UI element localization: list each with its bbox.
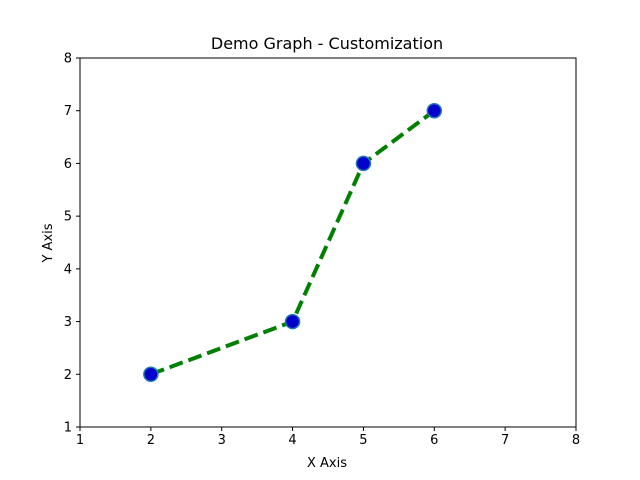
y-tick-label: 4 <box>64 262 72 277</box>
x-tick-label: 2 <box>147 433 155 448</box>
y-tick-label: 1 <box>64 421 72 436</box>
y-tick-label: 5 <box>64 210 72 225</box>
x-tick-label: 1 <box>76 433 84 448</box>
x-tick-label: 4 <box>288 433 296 448</box>
x-tick-label: 5 <box>359 433 367 448</box>
x-tick-label: 8 <box>572 433 580 448</box>
x-tick-label: 7 <box>501 433 509 448</box>
y-tick-label: 2 <box>64 368 72 383</box>
chart-title: Demo Graph - Customization <box>211 34 443 53</box>
series-line <box>150 109 436 377</box>
data-point-marker <box>355 155 372 172</box>
data-point-marker <box>284 313 301 330</box>
y-tick-label: 7 <box>64 104 72 119</box>
y-tick-label: 3 <box>64 315 72 330</box>
x-axis-label: X Axis <box>307 456 347 471</box>
y-tick-label: 6 <box>64 157 72 172</box>
data-point-marker <box>426 102 443 119</box>
x-tick-label: 6 <box>430 433 438 448</box>
y-axis-label: Y Axis <box>41 223 56 263</box>
plot-area: 1 2 3 4 5 6 7 8 1 2 3 4 5 6 7 8 <box>64 52 580 449</box>
data-point-marker <box>143 366 159 383</box>
plot-frame <box>79 57 577 428</box>
y-tick-label: 8 <box>64 52 72 67</box>
x-tick-label: 3 <box>218 433 226 448</box>
